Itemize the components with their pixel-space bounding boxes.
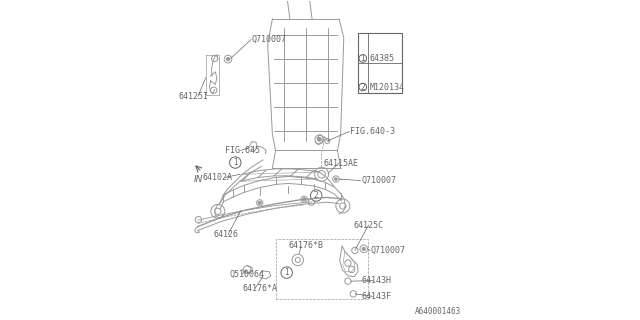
Circle shape <box>211 204 225 218</box>
Text: 1: 1 <box>284 268 289 277</box>
Circle shape <box>362 247 365 251</box>
Text: 64126: 64126 <box>214 230 239 239</box>
Text: 2: 2 <box>314 191 319 200</box>
Text: A640001463: A640001463 <box>415 307 461 316</box>
Circle shape <box>310 190 322 201</box>
Text: 64102A: 64102A <box>203 173 232 182</box>
Text: Q710007: Q710007 <box>252 35 287 44</box>
Circle shape <box>303 198 306 201</box>
Text: 64385: 64385 <box>369 54 394 63</box>
Text: Q710007: Q710007 <box>371 246 406 255</box>
Text: Q710007: Q710007 <box>361 176 396 185</box>
Circle shape <box>317 138 321 141</box>
Circle shape <box>292 254 303 266</box>
Circle shape <box>359 55 367 62</box>
Bar <box>358 33 403 93</box>
Text: 64176*B: 64176*B <box>288 241 323 250</box>
Circle shape <box>230 157 241 168</box>
Text: Q510064: Q510064 <box>230 270 264 279</box>
Text: 64143H: 64143H <box>361 276 391 285</box>
Text: FIG.645: FIG.645 <box>225 146 260 155</box>
Circle shape <box>336 199 350 213</box>
Circle shape <box>335 178 337 180</box>
Circle shape <box>359 83 367 91</box>
Text: 64115AE: 64115AE <box>323 159 358 168</box>
Circle shape <box>281 267 292 278</box>
Text: 64125I: 64125I <box>179 92 209 101</box>
Text: 1: 1 <box>233 158 237 167</box>
Text: 64143F: 64143F <box>361 292 391 301</box>
Circle shape <box>258 201 261 204</box>
Text: 64176*A: 64176*A <box>243 284 277 293</box>
Text: 2: 2 <box>360 83 365 92</box>
Text: M120134: M120134 <box>369 83 404 92</box>
Text: 1: 1 <box>360 54 365 63</box>
Circle shape <box>227 58 230 61</box>
Text: IN: IN <box>194 175 204 184</box>
Text: 64125C: 64125C <box>353 220 383 229</box>
Circle shape <box>315 167 328 181</box>
Text: FIG.640-3: FIG.640-3 <box>350 127 395 136</box>
